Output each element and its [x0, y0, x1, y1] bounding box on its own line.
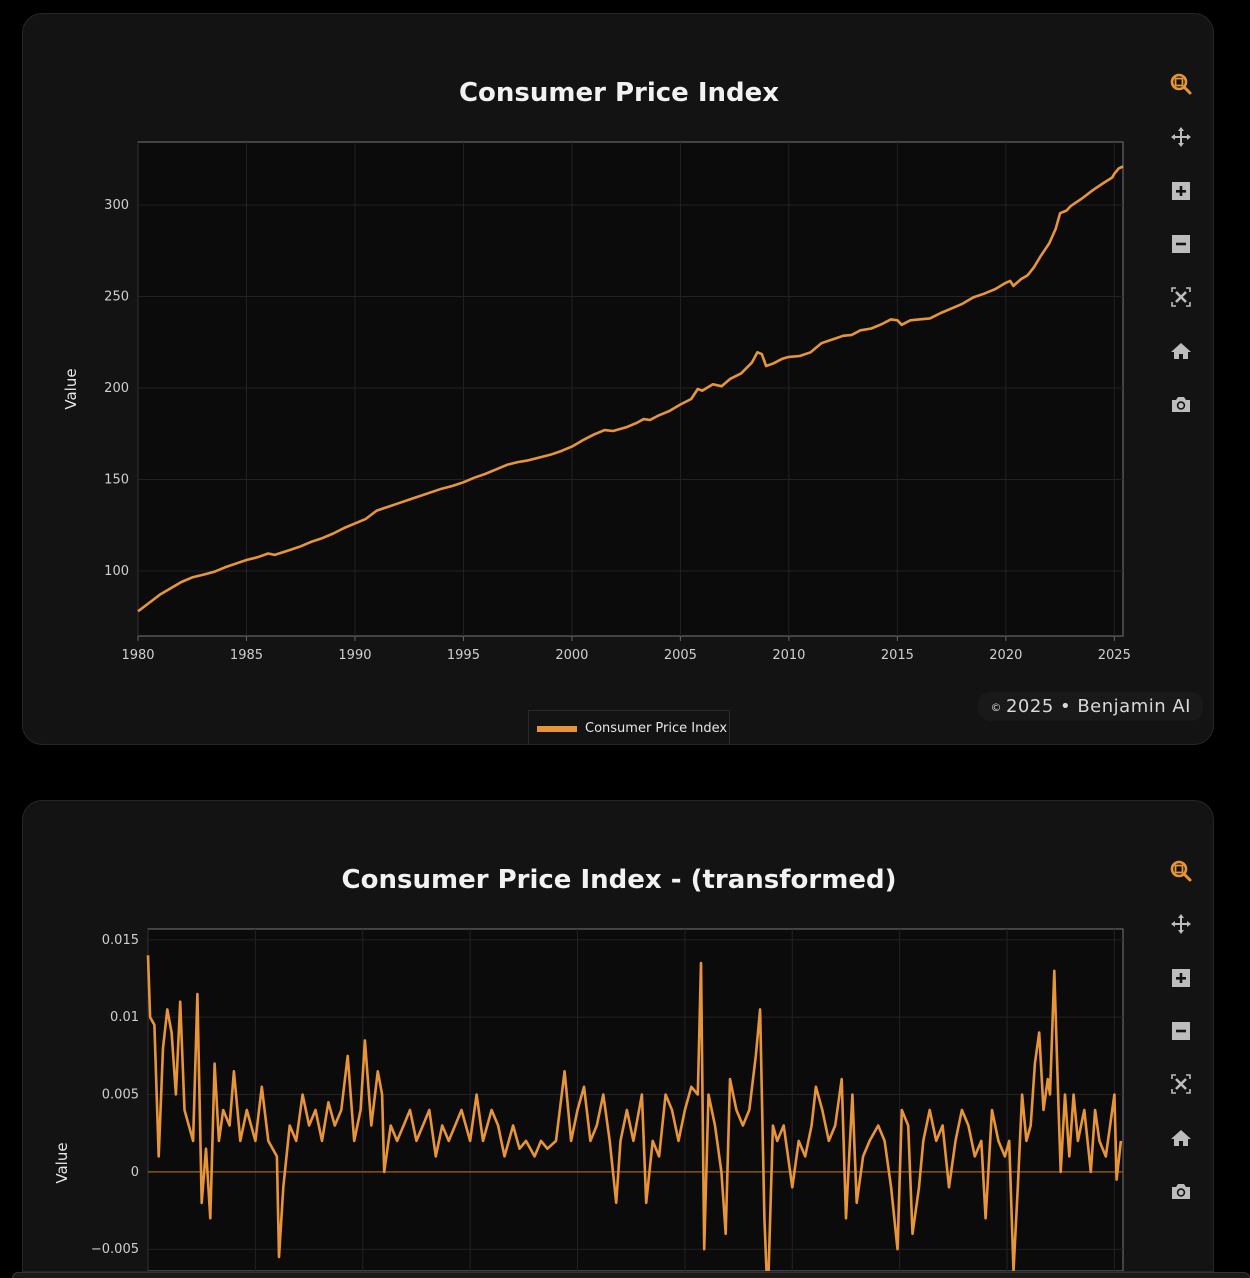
y-tick-label: 0 [131, 1165, 139, 1180]
x-tick-label: 2005 [664, 648, 697, 663]
pan-icon[interactable] [1169, 912, 1193, 936]
copyright-text: 2025 • Benjamin AI [1005, 696, 1191, 717]
series-line-cpi [146, 955, 1123, 1271]
y-tick-label: 0.005 [102, 1088, 139, 1103]
copyright-badge: © 2025 • Benjamin AI [978, 692, 1203, 721]
x-tick-label: 2020 [989, 648, 1022, 663]
autoscale-icon[interactable] [1169, 285, 1193, 309]
zoom-out-icon[interactable] [1169, 232, 1193, 256]
y-tick-label: 300 [104, 198, 129, 213]
x-tick-label: 2010 [772, 648, 805, 663]
cpi-transformed-line-chart[interactable]: −0.005 0 0.005 0.01 0.015 Value [23, 801, 1213, 1272]
camera-icon[interactable] [1169, 392, 1193, 416]
y-tick-label: −0.005 [91, 1242, 139, 1257]
x-tick-label: 1990 [338, 648, 371, 663]
home-icon[interactable] [1169, 1126, 1193, 1150]
series-line-cpi [137, 165, 1124, 613]
chart-title: Consumer Price Index - (transformed) [341, 865, 897, 895]
next-chart-card [12, 1272, 1250, 1278]
y-tick-label: 150 [104, 473, 129, 488]
zoom-out-icon[interactable] [1169, 1019, 1193, 1043]
y-tick-label: 250 [104, 289, 129, 304]
x-tick-label: 2000 [555, 648, 588, 663]
x-tick-label: 1980 [121, 648, 154, 663]
x-tick-label: 1995 [447, 648, 480, 663]
legend[interactable]: Consumer Price Index [528, 710, 730, 744]
y-tick-label: 0.015 [102, 933, 139, 948]
plot-area [137, 141, 1124, 637]
camera-icon[interactable] [1169, 1179, 1193, 1203]
x-tick-label: 2025 [1098, 648, 1131, 663]
copyright-symbol: © [990, 700, 1002, 714]
x-tick-label: 2015 [881, 648, 914, 663]
chart-card-cpi-transformed: Consumer Price Index - (transformed) −0.… [22, 800, 1214, 1272]
chart-title: Consumer Price Index [458, 78, 780, 108]
plot-area [147, 928, 1124, 1271]
y-axis-label: Value [62, 368, 80, 409]
y-tick-label: 100 [104, 564, 129, 579]
y-tick-label: 200 [104, 381, 129, 396]
autoscale-icon[interactable] [1169, 1072, 1193, 1096]
y-axis-label: Value [53, 1142, 71, 1183]
pan-icon[interactable] [1169, 125, 1193, 149]
zoom-in-icon[interactable] [1169, 179, 1193, 203]
y-tick-label: 0.01 [110, 1010, 139, 1025]
zoom-icon[interactable] [1169, 72, 1193, 96]
zoom-icon[interactable] [1169, 859, 1193, 883]
chart-card-cpi: Consumer Price Index 1980 1985 1990 1995 200… [22, 13, 1214, 745]
legend-label: Consumer Price Index [585, 721, 728, 736]
legend-swatch [537, 725, 577, 732]
home-icon[interactable] [1169, 339, 1193, 363]
zoom-in-icon[interactable] [1169, 966, 1193, 990]
cpi-line-chart[interactable]: 1980 1985 1990 1995 2000 2005 2010 2015 2020 2025… [23, 14, 1213, 744]
x-tick-label: 1985 [230, 648, 263, 663]
